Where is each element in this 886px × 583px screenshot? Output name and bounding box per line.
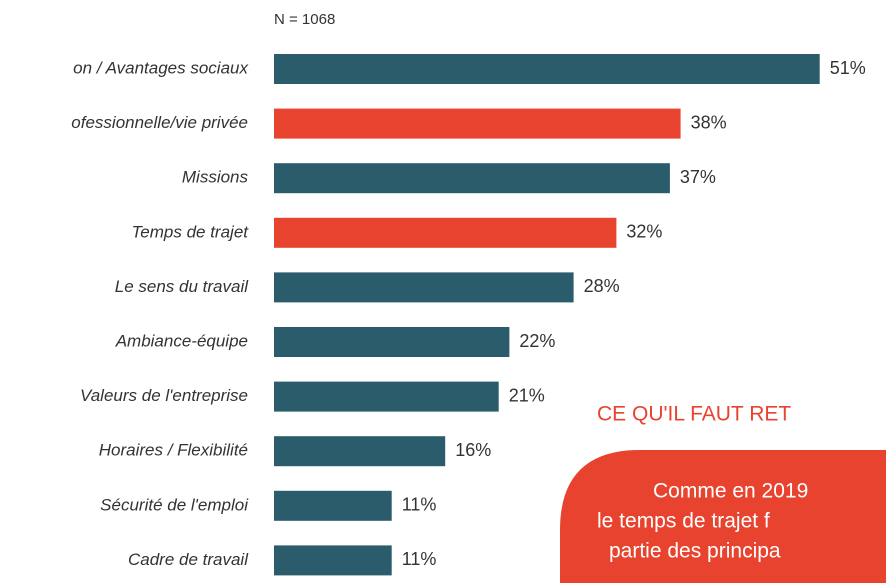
bar xyxy=(274,272,574,303)
value-label: 11% xyxy=(402,549,437,569)
category-label: Ambiance-équipe xyxy=(115,331,248,350)
bar xyxy=(274,490,392,521)
subtitle: N = 1068 xyxy=(274,11,335,28)
value-label: 32% xyxy=(626,222,662,242)
bar xyxy=(274,54,820,84)
category-label: Temps de trajet xyxy=(131,222,249,241)
value-label: 37% xyxy=(680,167,716,187)
category-label: on / Avantages sociaux xyxy=(73,58,248,77)
value-label: 51% xyxy=(830,58,866,78)
value-label: 16% xyxy=(455,440,491,460)
value-label: 11% xyxy=(402,495,437,515)
category-label: Valeurs de l'entreprise xyxy=(80,386,248,405)
note-line: le temps de trajet f xyxy=(597,510,770,533)
category-label: Horaires / Flexibilité xyxy=(99,441,248,460)
bar xyxy=(274,327,510,357)
bar xyxy=(274,217,617,248)
bar xyxy=(274,436,446,467)
value-label: 21% xyxy=(509,385,545,405)
note-line: partie des principa xyxy=(609,540,781,563)
value-label: 28% xyxy=(584,276,620,296)
bar xyxy=(274,163,670,194)
value-label: 22% xyxy=(519,331,555,351)
note-box xyxy=(560,450,886,583)
value-label: 38% xyxy=(691,112,727,132)
category-label: ofessionnelle/vie privée xyxy=(71,113,248,132)
bar xyxy=(274,381,499,412)
category-label: Le sens du travail xyxy=(115,277,249,296)
category-label: Missions xyxy=(182,168,249,187)
bar xyxy=(274,108,681,139)
note-title: CE QU'IL FAUT RET xyxy=(597,403,791,426)
bar xyxy=(274,545,392,576)
category-label: Sécurité de l'emploi xyxy=(100,495,249,514)
note-line: Comme en 2019 xyxy=(653,480,808,503)
category-label: Cadre de travail xyxy=(128,550,249,569)
